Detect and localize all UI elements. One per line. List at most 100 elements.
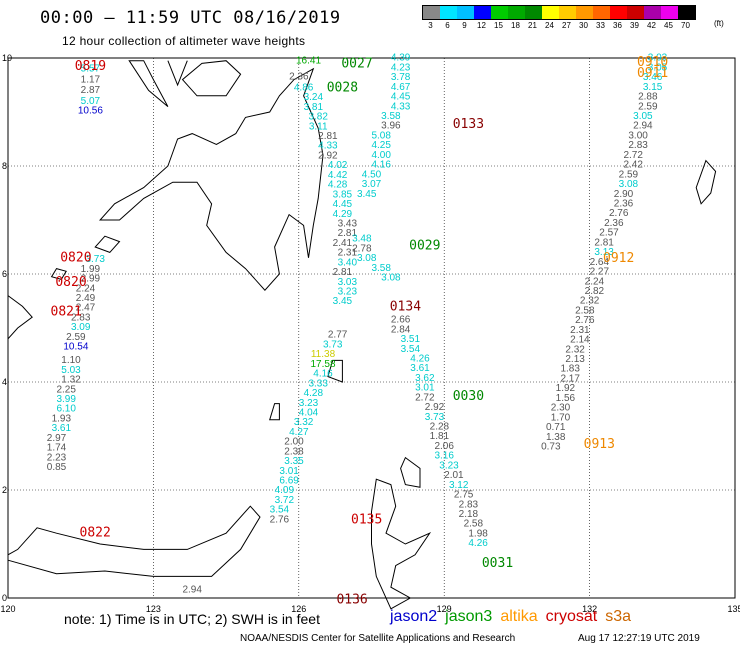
wave-height-value: 2.30 bbox=[551, 403, 571, 414]
wave-height-value: 2.01 bbox=[444, 470, 464, 481]
wave-height-value: 2.24 bbox=[76, 283, 96, 294]
scale-swatch bbox=[610, 6, 627, 19]
wave-height-values: 5.571.172.875.0710.5616.412.364.863.243.… bbox=[47, 53, 668, 596]
wave-height-value: 5.03 bbox=[61, 365, 81, 376]
wave-height-value: 4.02 bbox=[328, 160, 348, 171]
wave-height-value: 2.59 bbox=[619, 169, 639, 180]
lat-tick-label: 2 bbox=[2, 485, 7, 495]
wave-height-value: 1.81 bbox=[430, 431, 450, 442]
coastline-path bbox=[7, 294, 33, 341]
wave-height-value: 3.08 bbox=[619, 179, 639, 190]
satellite-legend-item: jason2 bbox=[390, 608, 438, 625]
wave-height-value: 3.23 bbox=[439, 460, 459, 471]
wave-height-value: 4.45 bbox=[333, 199, 353, 210]
scale-tick: 21 bbox=[528, 21, 537, 30]
wave-height-value: 3.40 bbox=[338, 257, 358, 268]
wave-height-value: 1.93 bbox=[52, 413, 72, 424]
wave-height-value: 4.04 bbox=[299, 408, 319, 419]
wave-height-value: 3.08 bbox=[357, 253, 377, 264]
wave-height-value: 2.25 bbox=[56, 384, 76, 395]
wave-height-value: 5.07 bbox=[81, 96, 101, 107]
wave-height-value: 2.42 bbox=[623, 160, 643, 171]
wave-height-value: 3.05 bbox=[648, 62, 668, 73]
wave-height-value: 2.76 bbox=[270, 514, 290, 525]
wave-height-value: 2.23 bbox=[47, 452, 67, 463]
page-subtitle: 12 hour collection of altimeter wave hei… bbox=[62, 34, 306, 48]
scale-swatch bbox=[559, 6, 576, 19]
coastline-path bbox=[327, 359, 343, 383]
wave-height-value: 2.87 bbox=[81, 85, 101, 96]
wave-height-value: 2.83 bbox=[71, 312, 91, 323]
scale-swatch bbox=[491, 6, 508, 19]
color-scale-unit: (ft) bbox=[714, 19, 724, 28]
wave-height-value: 1.10 bbox=[61, 355, 81, 366]
wave-height-value: 2.31 bbox=[338, 248, 358, 259]
track-time-label: 0822 bbox=[80, 525, 111, 540]
lat-tick-label: 10 bbox=[2, 53, 12, 63]
scale-swatch bbox=[457, 6, 474, 19]
lat-tick-label: 8 bbox=[2, 161, 7, 171]
satellite-legend-item: s3a bbox=[605, 608, 632, 625]
track-time-label: 0912 bbox=[603, 251, 634, 266]
scale-swatch bbox=[542, 6, 559, 19]
scale-swatch bbox=[593, 6, 610, 19]
lat-tick-label: 0 bbox=[2, 593, 7, 603]
wave-height-value: 2.90 bbox=[614, 189, 634, 200]
wave-height-value: 17.58 bbox=[310, 359, 335, 370]
wave-height-value: 3.33 bbox=[308, 378, 328, 389]
wave-height-value: 2.58 bbox=[464, 519, 484, 530]
scale-tick: 9 bbox=[462, 21, 467, 30]
wave-height-value: 3.09 bbox=[71, 322, 91, 333]
track-time-label: 0819 bbox=[75, 59, 106, 74]
wave-height-value: 3.35 bbox=[284, 456, 304, 467]
wave-height-value: 4.86 bbox=[294, 82, 314, 93]
track-time-label: 0820 bbox=[60, 251, 91, 266]
scale-tick: 24 bbox=[545, 21, 554, 30]
scale-tick: 15 bbox=[494, 21, 503, 30]
wave-height-value: 1.32 bbox=[61, 375, 81, 386]
wave-height-value: 4.16 bbox=[371, 160, 391, 171]
wave-height-value: 4.09 bbox=[275, 485, 295, 496]
track-time-label: 0913 bbox=[584, 437, 615, 452]
wave-height-value: 2.88 bbox=[638, 92, 658, 103]
coastlines bbox=[7, 60, 717, 610]
track-time-label: 0031 bbox=[482, 556, 513, 571]
wave-height-value: 2.83 bbox=[628, 140, 648, 151]
scale-tick: 6 bbox=[445, 21, 450, 30]
scale-swatch bbox=[627, 6, 644, 19]
lon-tick-label: 126 bbox=[291, 604, 306, 614]
wave-height-value: 3.00 bbox=[628, 131, 648, 142]
wave-height-value: 3.43 bbox=[338, 219, 358, 230]
wave-height-value: 2.57 bbox=[599, 228, 619, 239]
scale-swatch bbox=[525, 6, 542, 19]
wave-height-value: 3.12 bbox=[449, 480, 469, 491]
track-time-label: 0133 bbox=[453, 117, 484, 132]
coastline-path bbox=[167, 60, 188, 87]
wave-height-value: 10.56 bbox=[78, 106, 103, 117]
lat-tick-label: 4 bbox=[2, 377, 7, 387]
wave-height-value: 1.99 bbox=[81, 264, 101, 275]
scale-swatch bbox=[440, 6, 457, 19]
wave-height-value: 2.72 bbox=[415, 392, 435, 403]
satellite-legend: jason2 jason3 altika cryosat s3a bbox=[390, 608, 639, 626]
wave-height-value: 2.97 bbox=[47, 433, 67, 444]
wave-height-value: 4.39 bbox=[391, 53, 411, 64]
wave-height-value: 2.81 bbox=[338, 228, 358, 239]
scale-swatch bbox=[423, 6, 440, 19]
track-time-label: 0029 bbox=[409, 239, 440, 254]
footer-note: note: 1) Time is in UTC; 2) SWH is in fe… bbox=[64, 611, 320, 627]
scale-tick: 39 bbox=[630, 21, 639, 30]
footer-credit: NOAA/NESDIS Center for Satellite Applica… bbox=[240, 633, 516, 644]
wave-height-value: 5.57 bbox=[81, 64, 101, 75]
wave-height-value: 3.15 bbox=[643, 82, 663, 93]
scale-tick: 42 bbox=[647, 21, 656, 30]
wave-height-value: 2.66 bbox=[391, 315, 411, 326]
wave-height-value: 3.23 bbox=[338, 287, 358, 298]
wave-height-value: 2.59 bbox=[66, 332, 86, 343]
coastline-path bbox=[128, 60, 169, 107]
wave-height-value: 3.58 bbox=[371, 263, 391, 274]
wave-height-value: 3.51 bbox=[401, 334, 421, 345]
scale-tick: 33 bbox=[596, 21, 605, 30]
